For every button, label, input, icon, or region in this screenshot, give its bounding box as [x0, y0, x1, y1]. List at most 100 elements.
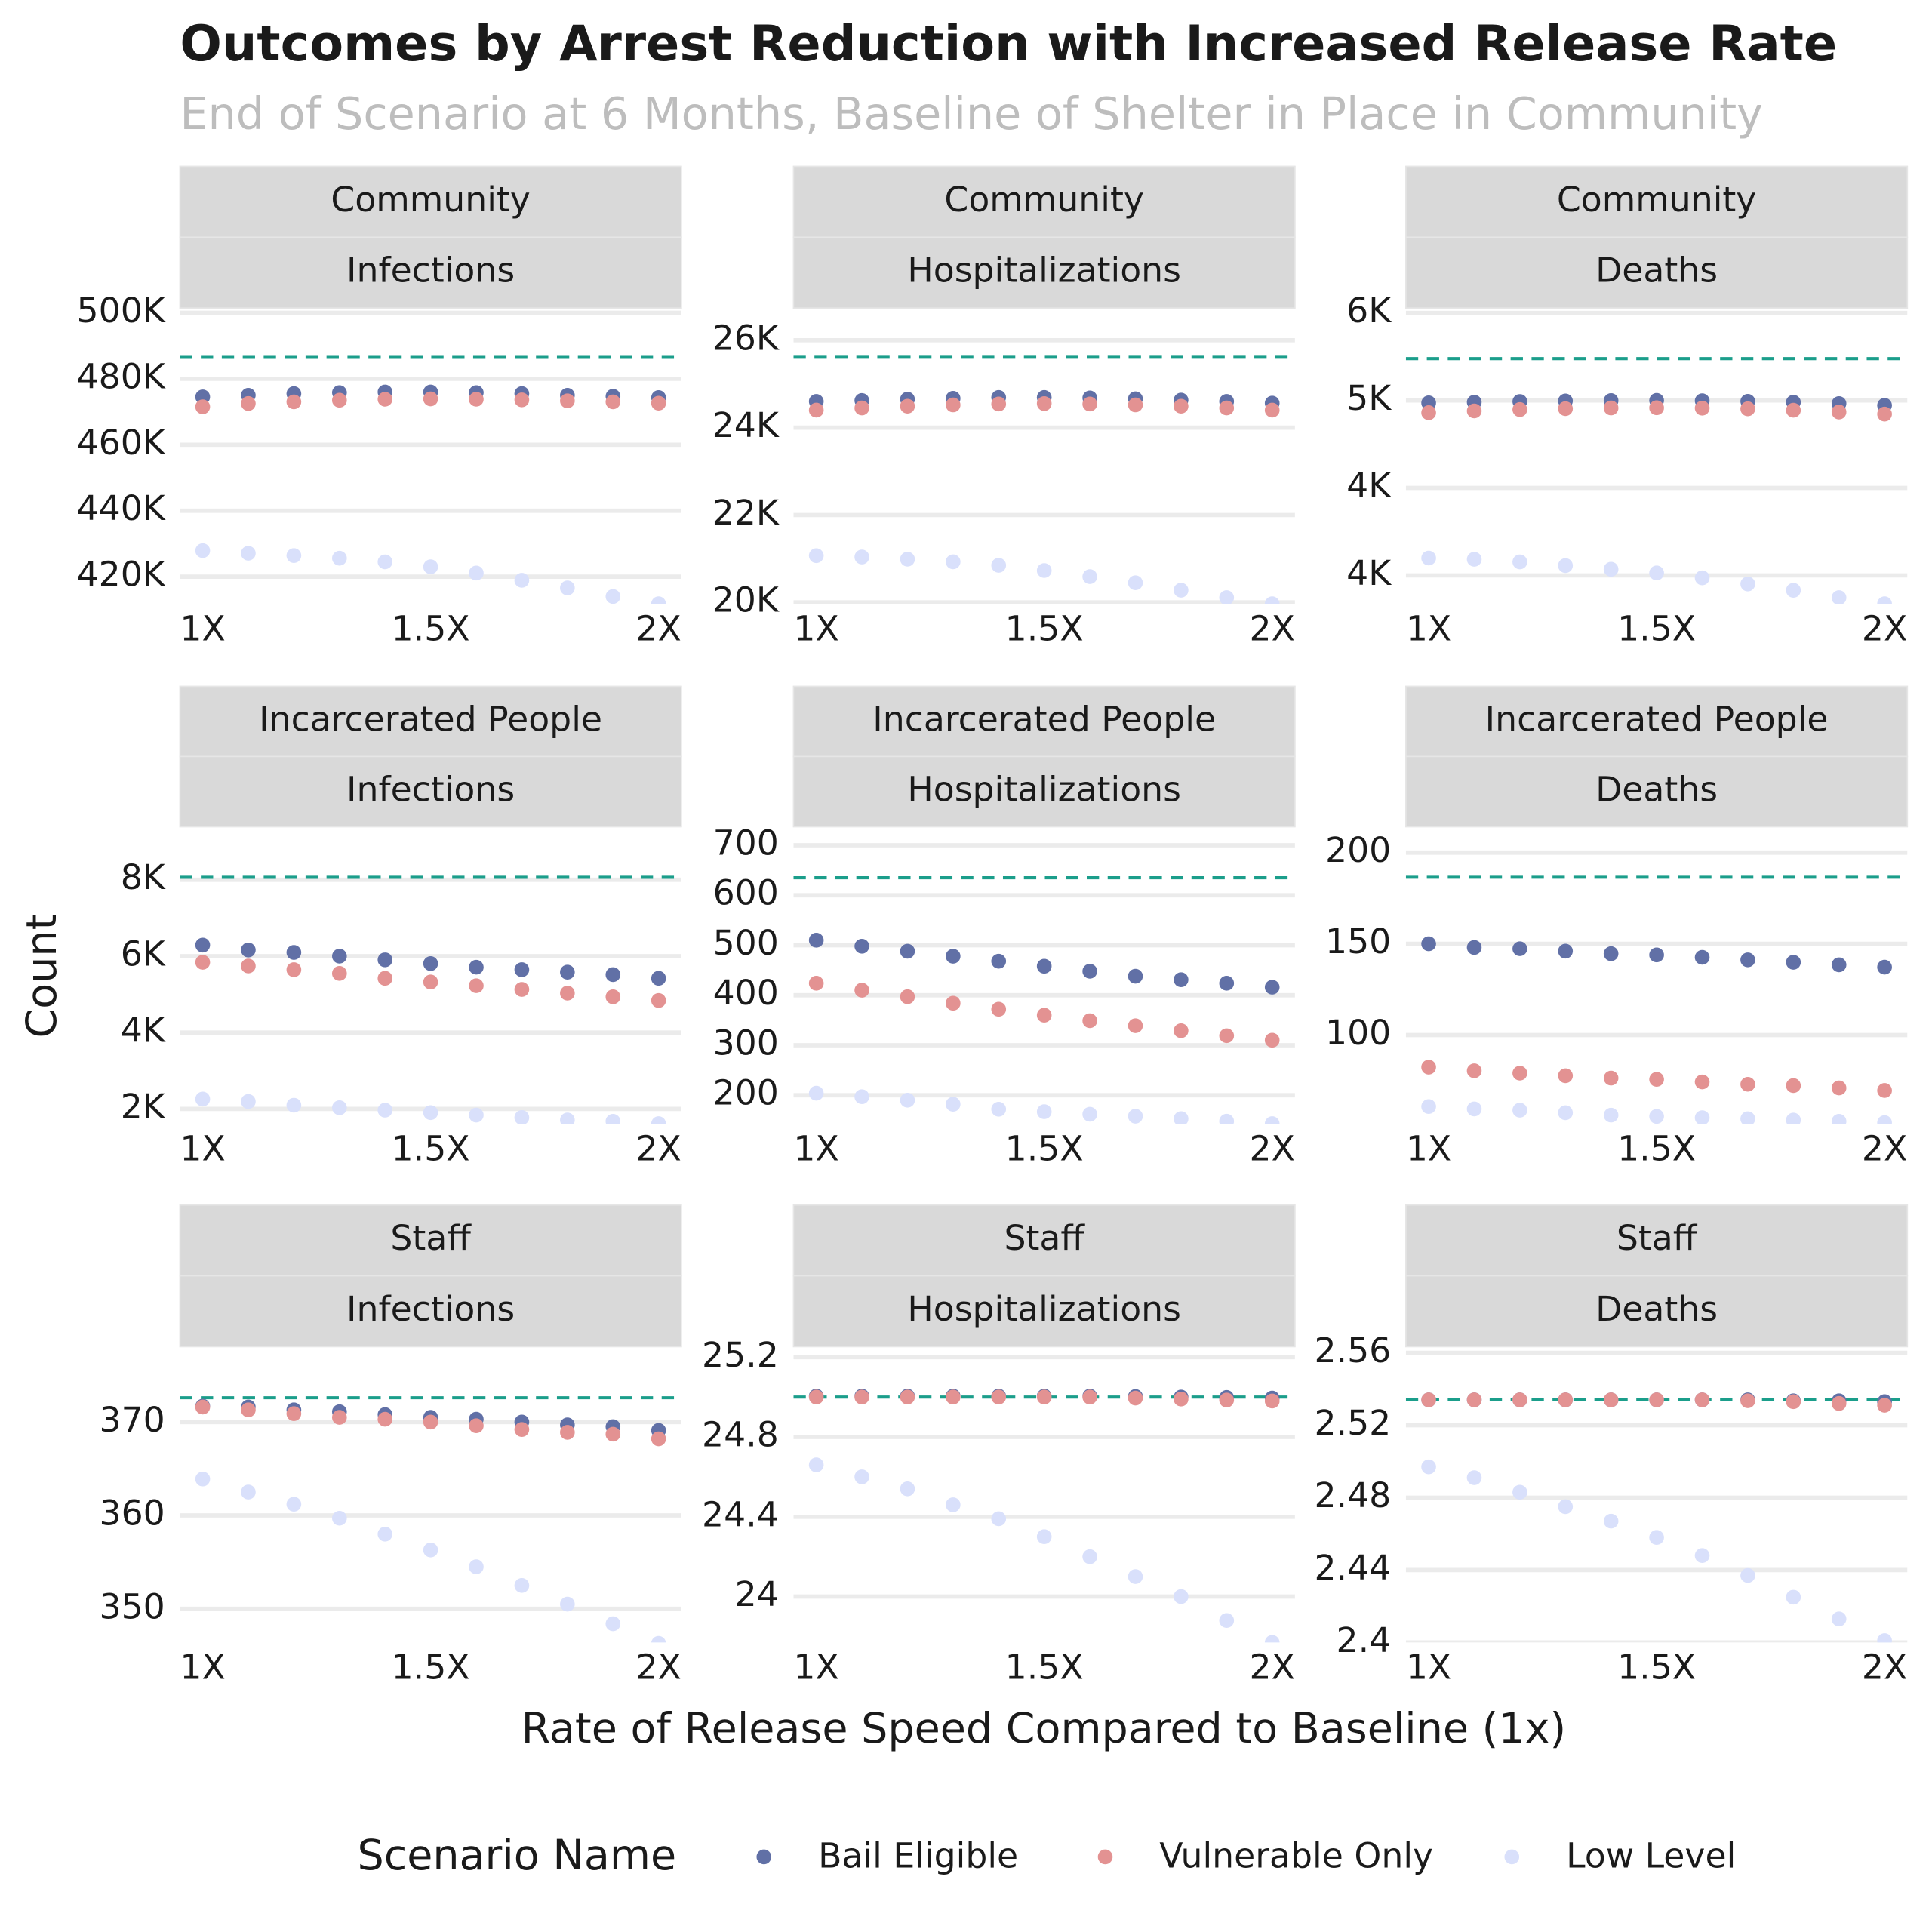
point [1466, 1101, 1482, 1117]
point [900, 552, 915, 567]
y-tick-label: 440K [77, 488, 166, 528]
y-tick-label: 200 [1325, 830, 1391, 870]
point [1831, 1114, 1847, 1124]
strip [179, 755, 682, 828]
point [1174, 1589, 1189, 1604]
point [605, 1426, 621, 1442]
strip-label: Hospitalizations [907, 251, 1181, 291]
strip [1405, 165, 1909, 238]
point [854, 400, 869, 416]
y-tick-label: 350 [100, 1586, 165, 1626]
point [1786, 402, 1801, 418]
strip-label: Staff [390, 1218, 472, 1258]
point [854, 1469, 869, 1484]
point [1128, 968, 1143, 984]
point [1264, 1116, 1280, 1124]
y-tick-label: 5K [1346, 378, 1392, 418]
y-tick-label: 2.52 [1314, 1403, 1391, 1443]
legend-label: Vulnerable Only [1159, 1836, 1433, 1876]
y-tick-label: 8K [121, 857, 166, 897]
point [1877, 596, 1892, 604]
strip-label: Community [944, 180, 1144, 220]
point [1694, 1392, 1710, 1407]
point [991, 558, 1007, 573]
point [808, 1457, 824, 1472]
x-tick-label: 1.5X [1005, 1647, 1084, 1687]
point [1036, 563, 1052, 578]
strip-label: Deaths [1595, 1289, 1718, 1329]
y-tick-label: 25.2 [702, 1335, 779, 1375]
point [1558, 1068, 1574, 1084]
x-tick-label: 1X [1406, 1647, 1451, 1687]
point [1649, 565, 1664, 580]
y-tick-label: 20K [712, 580, 780, 620]
point [808, 548, 824, 564]
x-tick-label: 2X [1862, 1128, 1907, 1168]
point [605, 394, 621, 410]
x-tick-label: 1.5X [392, 1647, 470, 1687]
panel-plot [180, 1396, 681, 1643]
point [1174, 1023, 1189, 1038]
point [1174, 972, 1189, 987]
point [241, 395, 256, 411]
strip [179, 236, 682, 309]
point [946, 554, 961, 570]
y-tick-label: 2.4 [1337, 1620, 1392, 1660]
point [241, 1484, 256, 1500]
point [991, 1389, 1007, 1404]
point [1082, 569, 1097, 584]
point [1421, 550, 1436, 566]
point [1694, 570, 1710, 586]
point [900, 1389, 915, 1404]
point [1036, 1529, 1052, 1545]
point [1128, 397, 1143, 413]
point [1649, 1392, 1664, 1407]
point [195, 1471, 211, 1487]
strip [792, 685, 1296, 758]
y-tick-label: 26K [712, 318, 780, 358]
strip [1405, 236, 1909, 309]
point [1831, 405, 1847, 420]
x-tick-label: 1.5X [1005, 608, 1084, 648]
point [946, 1097, 961, 1112]
y-tick-label: 2K [121, 1087, 166, 1127]
panel-plot [1405, 310, 1908, 604]
point [286, 962, 302, 977]
point [1558, 1499, 1574, 1515]
x-tick-label: 1.5X [1617, 1128, 1696, 1168]
point [423, 559, 438, 574]
point [1831, 957, 1847, 973]
x-tick-label: 1X [180, 1647, 225, 1687]
point [1082, 1549, 1097, 1564]
point [560, 1112, 575, 1124]
x-tick-label: 2X [635, 1647, 681, 1687]
x-tick-label: 2X [1250, 1128, 1295, 1168]
point [1512, 1103, 1527, 1118]
point [991, 1101, 1007, 1117]
point [946, 1389, 961, 1404]
point [605, 589, 621, 604]
point [1786, 955, 1801, 970]
point [1466, 1063, 1482, 1078]
x-axis-label: Rate of Release Speed Compared to Baseli… [521, 1704, 1567, 1753]
point [514, 1422, 530, 1437]
y-tick-label: 24.8 [702, 1415, 779, 1455]
y-tick-label: 2.44 [1314, 1548, 1391, 1588]
x-tick-label: 1X [793, 608, 838, 648]
panel-plot [180, 310, 681, 604]
point [1466, 403, 1482, 419]
point [1649, 1072, 1664, 1088]
strip [792, 1275, 1296, 1348]
point [1421, 1392, 1436, 1407]
y-tick-label: 4K [1346, 466, 1392, 506]
point [560, 580, 575, 595]
point [854, 1389, 869, 1404]
y-tick-label: 600 [713, 873, 779, 913]
legend-label: Low Level [1566, 1836, 1736, 1876]
y-tick-label: 6K [121, 934, 166, 974]
point [1421, 1060, 1436, 1075]
point [1219, 400, 1235, 416]
point [1558, 1392, 1574, 1407]
point [900, 1093, 915, 1108]
point [1219, 590, 1235, 604]
